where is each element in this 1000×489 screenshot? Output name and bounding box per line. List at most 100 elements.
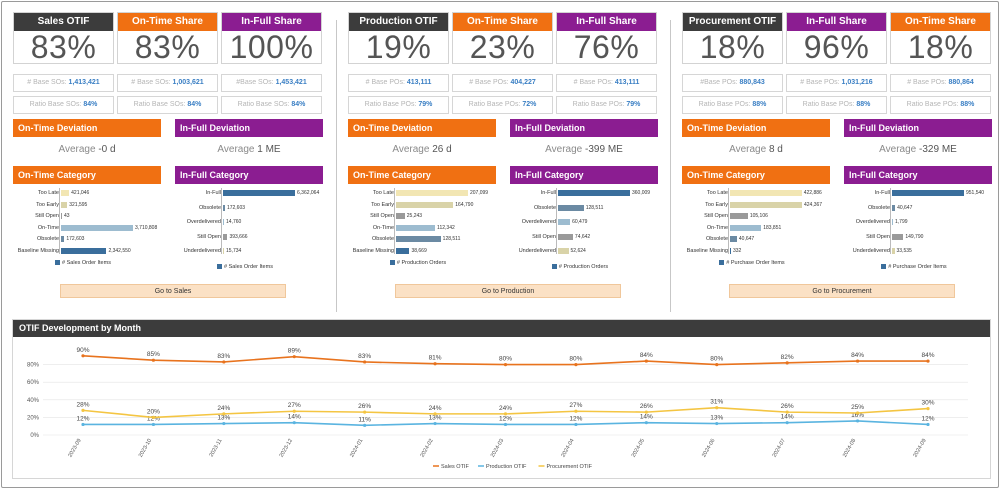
bar-row[interactable]: On-Time 112,342: [342, 223, 494, 233]
kpi-card[interactable]: In-Full Share 100%: [221, 12, 322, 64]
bar-row[interactable]: Obsolete 40,647: [838, 203, 990, 213]
info-value: 88%: [856, 101, 871, 108]
data-point: [151, 358, 156, 362]
bar-label: Obsolete: [371, 236, 394, 242]
bar-row[interactable]: Still Open 74,642: [504, 232, 656, 242]
bar-row[interactable]: Obsolete 172,603: [7, 234, 159, 244]
bar: [61, 247, 107, 254]
deviation-panel: In-Full Deviation Average 1 ME: [175, 119, 323, 163]
bar-row[interactable]: Baseline Missing 332: [676, 246, 828, 256]
kpi-card[interactable]: In-Full Share 96%: [786, 12, 887, 64]
data-point: [222, 412, 226, 416]
kpi-card[interactable]: Production OTIF 19%: [348, 12, 449, 64]
bar-row[interactable]: Baseline Missing 2,342,550: [7, 246, 159, 256]
average-value: -329 ME: [919, 144, 957, 155]
x-tick-label: 2024-04: [560, 438, 575, 458]
kpi-card[interactable]: In-Full Share 76%: [556, 12, 657, 64]
bar-label: Baseline Missing: [352, 247, 394, 254]
info-value: 1,413,421: [68, 79, 100, 86]
category-panel: On-Time Category: [13, 166, 161, 184]
bar-label: Underdelivered: [518, 248, 556, 254]
info-label: #Base SOs:: [236, 79, 274, 86]
bar-value: 15,734: [226, 248, 242, 254]
bar: [558, 190, 630, 196]
average-value: -399 ME: [585, 144, 623, 155]
bar: [396, 190, 468, 196]
kpi-card[interactable]: On-Time Share 23%: [452, 12, 553, 64]
kpi-title: Sales OTIF: [14, 13, 113, 31]
bar-row[interactable]: Obsolete 40,647: [676, 234, 828, 244]
legend-swatch: [55, 260, 61, 266]
bar-value: 321,595: [69, 201, 88, 208]
bar-row[interactable]: Too Early 424,367: [676, 200, 828, 210]
legend-label: # Production Orders: [558, 263, 609, 270]
bar-row[interactable]: Underdelivered 33,535: [838, 246, 990, 256]
deviation-title: In-Full Deviation: [844, 119, 992, 137]
average-value: -0 d: [98, 144, 116, 155]
bar-row[interactable]: Still Open 43: [7, 211, 159, 221]
bar-value: 40,647: [897, 204, 913, 211]
kpi-card[interactable]: On-Time Share 83%: [117, 12, 218, 64]
x-tick-label: 2024-03: [490, 438, 505, 458]
info-label: Ratio Base POs:: [468, 101, 521, 108]
info-value: 84%: [187, 101, 202, 108]
kpi-value: 100%: [229, 29, 314, 65]
bar-row[interactable]: Still Open 149,790: [838, 232, 990, 242]
bar-row[interactable]: Too Early 164,790: [342, 200, 494, 210]
bar-row[interactable]: Overdelivered 60,479: [504, 217, 656, 227]
goto-button[interactable]: Go to Sales: [60, 284, 286, 298]
bar: [892, 204, 896, 211]
bar-row[interactable]: Obsolete 128,511: [504, 203, 656, 213]
kpi-value: 76%: [573, 29, 640, 65]
info-label: #Base POs:: [700, 79, 738, 86]
goto-button[interactable]: Go to Procurement: [729, 284, 955, 298]
bar-row[interactable]: Too Late 207,099: [342, 188, 494, 198]
bar-row[interactable]: Still Open 25,243: [342, 211, 494, 221]
kpi-base-info: Ratio Base POs: 88%: [682, 96, 783, 114]
kpi-value: 83%: [134, 29, 201, 65]
average-label: Average: [392, 144, 430, 155]
bar-value: 40,647: [738, 236, 755, 242]
bar: [223, 219, 224, 225]
info-value: 79%: [418, 101, 433, 108]
data-label: 11%: [358, 416, 371, 423]
bar-legend: # Production Orders: [504, 264, 656, 270]
bar-row[interactable]: Baseline Missing 38,669: [342, 246, 494, 256]
bar-row[interactable]: Overdelivered 14,760: [169, 217, 321, 227]
y-tick-label: 20%: [27, 415, 40, 421]
deviation-panel: In-Full Deviation Average -399 ME: [510, 119, 658, 163]
bar-row[interactable]: Too Late 421,046: [7, 188, 159, 198]
data-point: [363, 423, 367, 427]
bar-row[interactable]: Underdelivered 52,624: [504, 246, 656, 256]
bar: [892, 233, 904, 240]
bar-row[interactable]: In-Full 360,009: [504, 188, 656, 198]
bar-row[interactable]: In-Full 6,362,064: [169, 188, 321, 198]
bar-label: Overdelivered: [855, 219, 890, 225]
bar-row[interactable]: On-Time 183,851: [676, 223, 828, 233]
bar-value: 52,624: [570, 248, 586, 254]
kpi-card[interactable]: Procurement OTIF 18%: [682, 12, 783, 64]
bar-row[interactable]: In-Full 951,540: [838, 188, 990, 198]
data-point: [644, 410, 648, 414]
data-label: 16%: [851, 412, 864, 419]
kpi-base-info: #Base POs: 880,843: [682, 74, 783, 92]
bar-row[interactable]: Still Open 393,666: [169, 232, 321, 242]
bar-row[interactable]: Obsolete 128,511: [342, 234, 494, 244]
bar-row[interactable]: Too Late 422,886: [676, 188, 828, 198]
bar-label: In-Full: [205, 190, 221, 196]
kpi-card[interactable]: On-Time Share 18%: [890, 12, 991, 64]
data-label: 24%: [217, 405, 230, 412]
bar-row[interactable]: Still Open 105,106: [676, 211, 828, 221]
bar-label: Underdelivered: [852, 248, 890, 254]
data-point: [715, 406, 719, 410]
bar-row[interactable]: Too Early 321,595: [7, 200, 159, 210]
bar-row[interactable]: Underdelivered 15,734: [169, 246, 321, 256]
data-point: [433, 362, 437, 366]
data-point: [81, 354, 85, 358]
bar-row[interactable]: Overdelivered 1,799: [838, 217, 990, 227]
bar-row[interactable]: Obsolete 172,603: [169, 203, 321, 213]
data-label: 26%: [781, 403, 794, 410]
goto-button[interactable]: Go to Production: [395, 284, 621, 298]
kpi-card[interactable]: Sales OTIF 83%: [13, 12, 114, 64]
bar-row[interactable]: On-Time 3,710,808: [7, 223, 159, 233]
